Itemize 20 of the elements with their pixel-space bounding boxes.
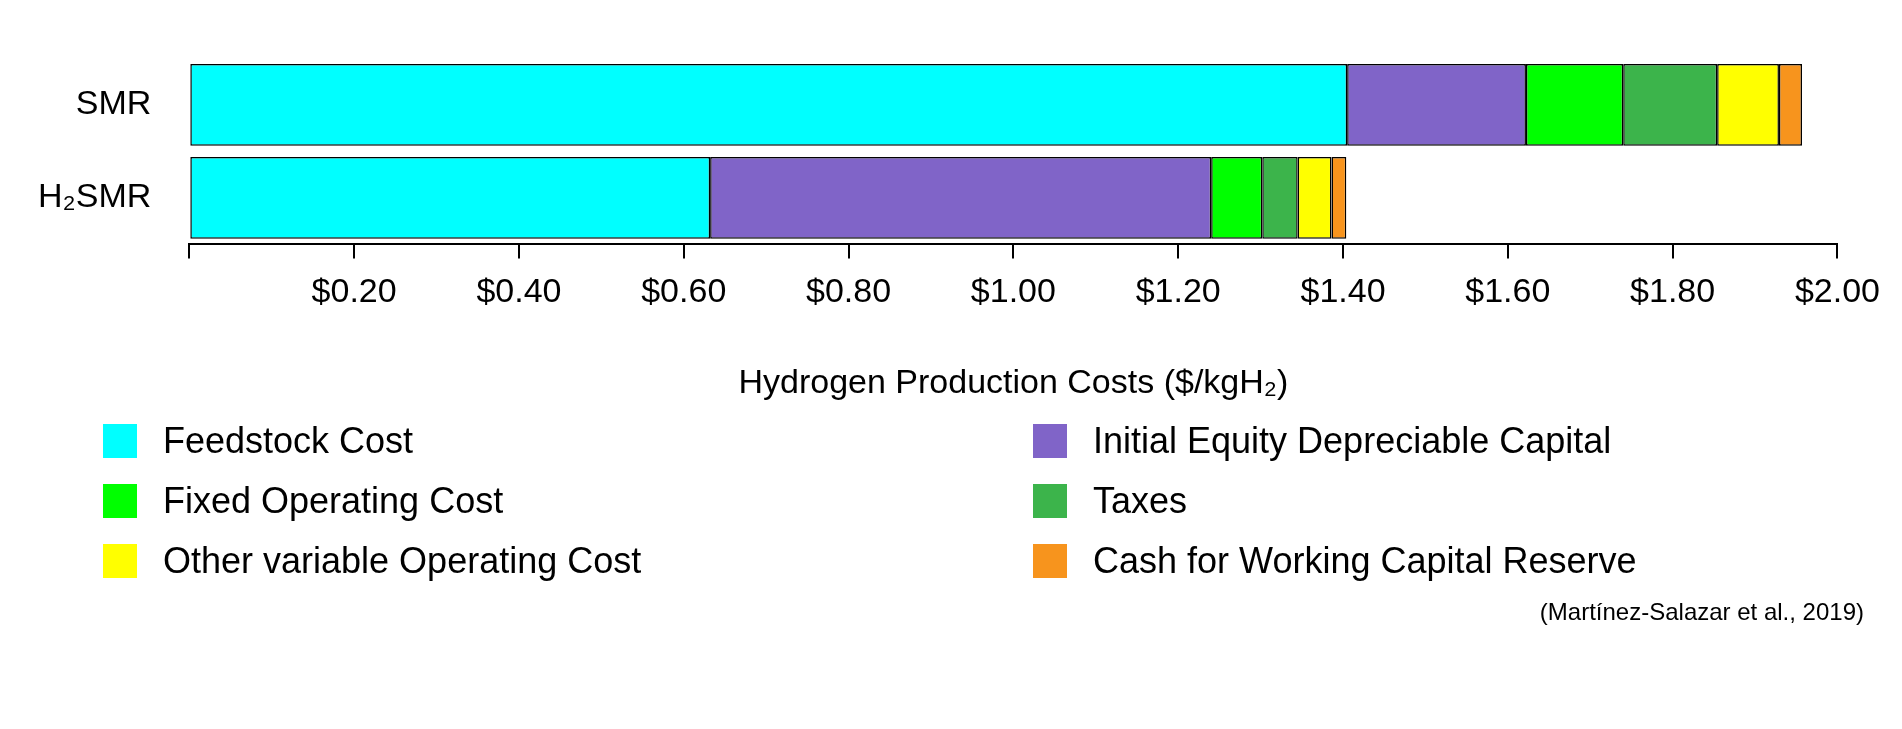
x-tick-label: $0.20 bbox=[311, 271, 397, 310]
x-tick-label: $1.20 bbox=[1135, 271, 1221, 310]
x-tick-label: $2.00 bbox=[1794, 271, 1881, 310]
x-tick-label: $1.80 bbox=[1630, 271, 1716, 310]
legend-label: Other variable Operating Cost bbox=[163, 540, 642, 582]
x-tick-label: $1.00 bbox=[970, 271, 1056, 310]
x-axis-title: Hydrogen Production Costs ($/kgH₂) bbox=[738, 361, 1289, 400]
x-tick-label: $0.40 bbox=[476, 271, 562, 310]
legend-label: Feedstock Cost bbox=[163, 420, 414, 462]
y-tick-label: H₂SMR bbox=[37, 176, 152, 215]
legend-label: Initial Equity Depreciable Capital bbox=[1093, 420, 1612, 462]
y-tick-label: SMR bbox=[75, 83, 152, 122]
x-tick-label: $1.40 bbox=[1300, 271, 1386, 310]
legend-label: Fixed Operating Cost bbox=[163, 480, 504, 522]
x-tick-label: $0.60 bbox=[641, 271, 727, 310]
text: (Martínez-Salazar et al., 2019) bbox=[1538, 598, 1865, 626]
legend-label: Taxes bbox=[1093, 480, 1188, 522]
legend-label: Cash for Working Capital Reserve bbox=[1093, 540, 1637, 582]
x-tick-label: $1.60 bbox=[1465, 271, 1551, 310]
x-tick-label: $0.80 bbox=[806, 271, 892, 310]
